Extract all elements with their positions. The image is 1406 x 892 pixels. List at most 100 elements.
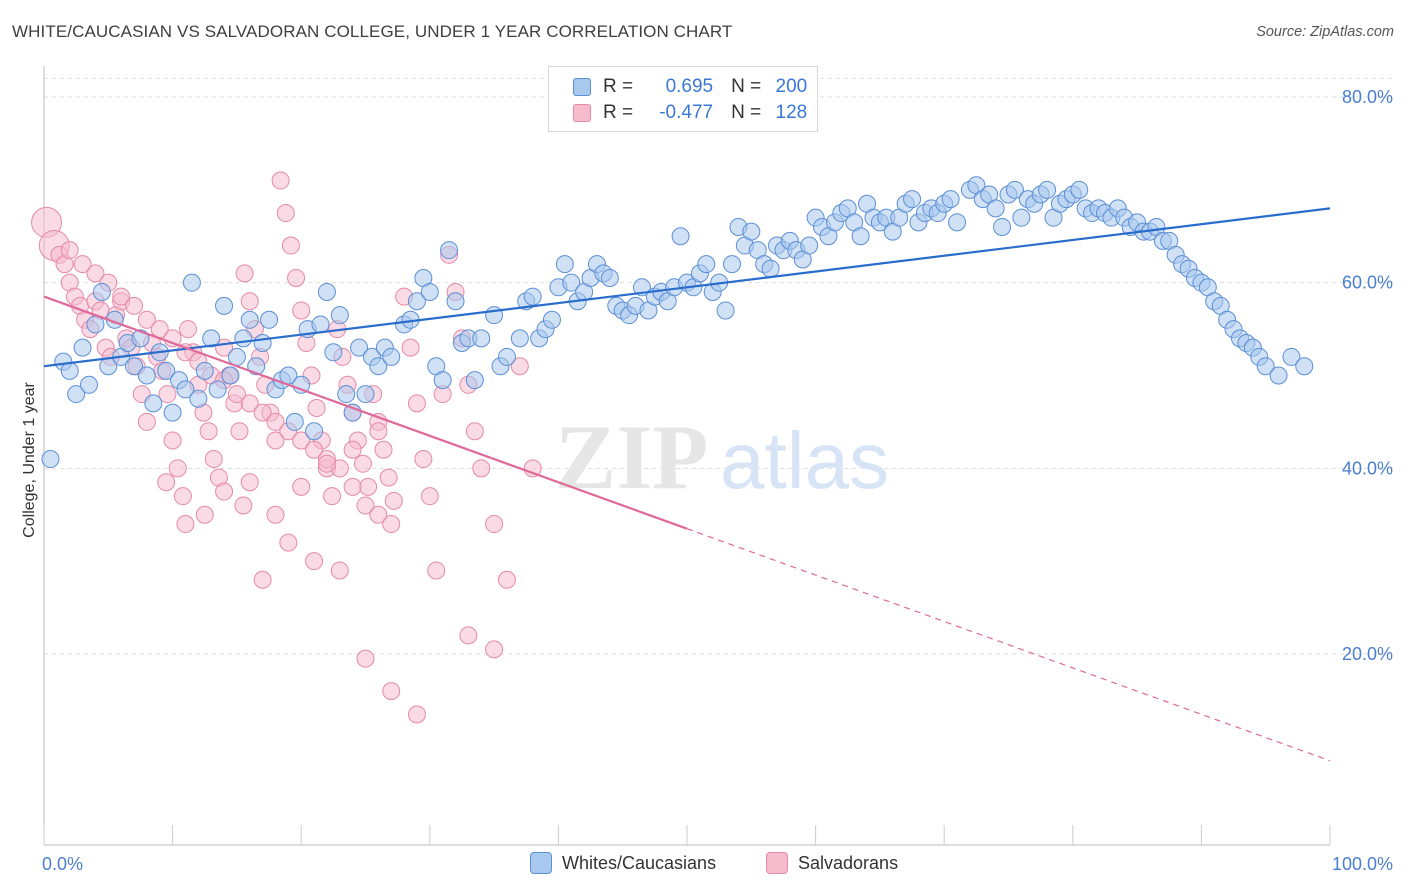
- salvadoran-point: [73, 255, 92, 274]
- legend-r-value: -0.477: [659, 102, 714, 123]
- white-point: [350, 338, 369, 357]
- gridlines: [44, 77, 1395, 655]
- white-point: [125, 357, 144, 376]
- white-point: [369, 357, 388, 376]
- white-point: [446, 292, 465, 311]
- axes: [43, 66, 1331, 846]
- white-point: [800, 236, 819, 255]
- white-point: [305, 422, 324, 441]
- salvadoran-point: [199, 422, 218, 441]
- white-point: [260, 310, 279, 329]
- white-point: [131, 329, 150, 348]
- salvadoran-point: [173, 487, 192, 506]
- salvadoran-point: [215, 482, 234, 501]
- white-point: [1070, 180, 1089, 199]
- white-point: [723, 255, 742, 274]
- salvadoran-point: [235, 264, 254, 283]
- salvadoran-point: [292, 301, 311, 320]
- salvadoran-point: [266, 505, 285, 524]
- bottom-legend-label: Salvadorans: [798, 852, 899, 873]
- salvadoran-point: [137, 310, 156, 329]
- white-point: [562, 273, 581, 292]
- salvadoran-point: [343, 440, 362, 459]
- white-point: [189, 389, 208, 408]
- salvadoran-point: [271, 171, 290, 190]
- salvadoran-point: [292, 477, 311, 496]
- salvadoran-point: [179, 320, 198, 339]
- legend-r-label: R =: [603, 76, 634, 97]
- white-point: [542, 310, 561, 329]
- salvadoran-point: [369, 422, 388, 441]
- white-point: [86, 315, 105, 334]
- stats-legend: R = 0.695 N = 200 R = -0.477 N = 128: [548, 66, 818, 132]
- white-point: [73, 338, 92, 357]
- white-point: [221, 366, 240, 385]
- legend-r-label: R =: [603, 102, 634, 123]
- white-point: [1005, 180, 1024, 199]
- white-point: [176, 380, 195, 399]
- bottom-legend-whites: Whites/Caucasians: [530, 852, 716, 874]
- y-tick-label: 80.0%: [1342, 87, 1393, 107]
- x-tick-label: 100.0%: [1332, 854, 1393, 874]
- white-point: [903, 190, 922, 209]
- white-point: [420, 282, 439, 301]
- salvadoran-point: [414, 450, 433, 469]
- white-point: [555, 255, 574, 274]
- salvadoran-point: [356, 496, 375, 515]
- salvadoran-point: [253, 403, 272, 422]
- white-point: [465, 371, 484, 390]
- salvadoran-point: [510, 357, 529, 376]
- white-point: [851, 227, 870, 246]
- salvadoran-point: [497, 570, 516, 589]
- salvadoran-point: [343, 477, 362, 496]
- white-point: [208, 380, 227, 399]
- salvadoran-point: [240, 473, 259, 492]
- white-point: [253, 334, 272, 353]
- white-point: [433, 371, 452, 390]
- white-point: [1295, 357, 1314, 376]
- salvadoran-point: [407, 394, 426, 413]
- white-point: [986, 199, 1005, 218]
- salvadoran-point: [125, 296, 144, 315]
- white-point: [697, 255, 716, 274]
- salvadoran-point: [472, 459, 491, 478]
- white-point: [472, 329, 491, 348]
- salvadoran-point: [287, 269, 306, 288]
- salvadoran-point: [379, 468, 398, 487]
- white-point: [215, 296, 234, 315]
- salvadoran-point: [60, 241, 79, 260]
- bottom-legend-swatch-pink: [766, 852, 788, 874]
- white-point: [948, 213, 967, 232]
- white-trend-line: [43, 207, 1331, 368]
- legend-swatch-blue: [573, 78, 591, 96]
- salvadoran-point: [305, 440, 324, 459]
- white-point: [195, 361, 214, 380]
- salvadoran-point: [485, 515, 504, 534]
- white-point: [600, 269, 619, 288]
- white-point: [285, 412, 304, 431]
- white-point: [941, 190, 960, 209]
- white-point: [1012, 208, 1031, 227]
- y-tick-label: 60.0%: [1342, 273, 1393, 293]
- white-point: [311, 315, 330, 334]
- trend-lines: [43, 207, 1331, 762]
- white-point: [227, 347, 246, 366]
- salvadoran-point: [176, 515, 195, 534]
- salvadoran-point: [157, 473, 176, 492]
- x-tick-labels: 0.0% 100.0%: [42, 854, 1393, 874]
- white-point: [1038, 180, 1057, 199]
- legend-row-salvadorans: R = -0.477 N = 128: [573, 100, 807, 126]
- salvadoran-point: [292, 431, 311, 450]
- y-tick-labels: 20.0% 40.0% 60.0% 80.0%: [1342, 87, 1393, 664]
- y-axis-label: College, Under 1 year: [21, 382, 38, 538]
- salvadoran-point: [323, 487, 342, 506]
- bottom-legend-label: Whites/Caucasians: [562, 852, 717, 873]
- legend-n-value: 200: [775, 76, 808, 97]
- salvadoran-point: [427, 561, 446, 580]
- legend-row-whites: R = 0.695 N = 200: [573, 74, 807, 100]
- salvadoran-point: [204, 450, 223, 469]
- salvadoran-point: [240, 394, 259, 413]
- legend-swatch-pink: [573, 104, 591, 122]
- white-point: [137, 366, 156, 385]
